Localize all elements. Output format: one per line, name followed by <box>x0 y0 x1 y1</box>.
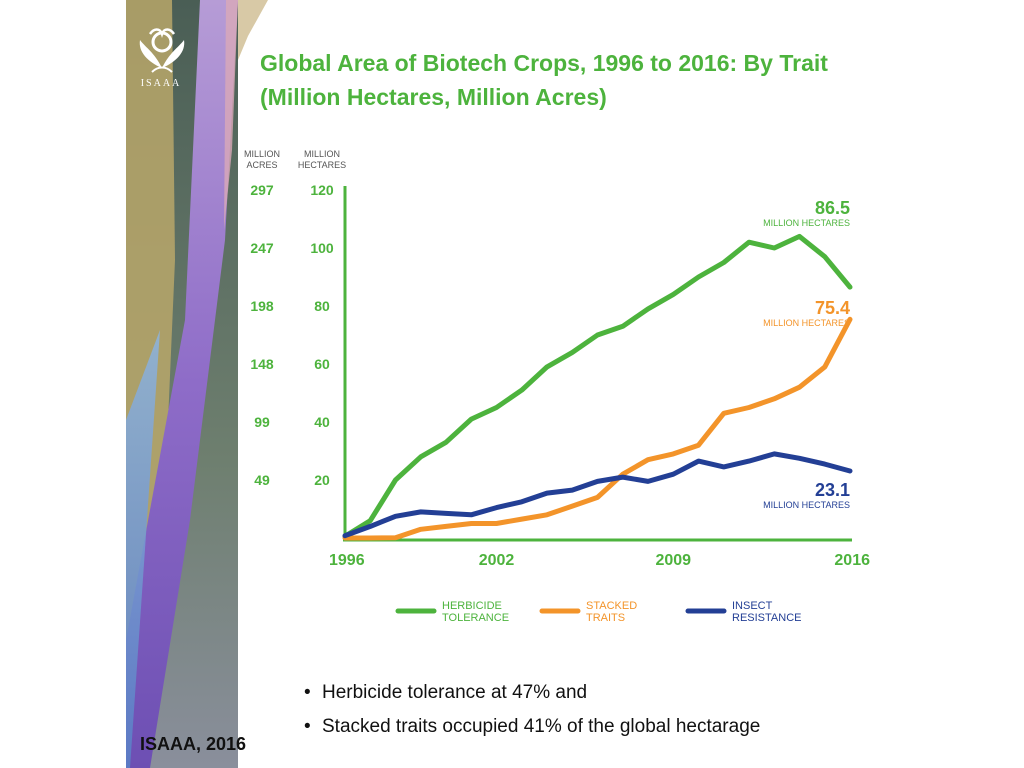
legend-label-line-1: HERBICIDE <box>442 600 502 612</box>
deco-beige-wedge <box>238 0 268 60</box>
x-tick-label: 2002 <box>479 552 515 569</box>
series-line-insect <box>342 451 853 539</box>
title-line-1: Global Area of Biotech Crops, 1996 to 20… <box>260 50 828 76</box>
deco-blue-band <box>126 330 160 768</box>
axis-headers: MILLION ACRES MILLION HECTARES <box>244 149 346 170</box>
legend-label-line-2: TOLERANCE <box>442 612 509 624</box>
acres-tick-label: 247 <box>250 240 274 256</box>
bullet-stacked: Stacked traits occupied 41% of the globa… <box>302 710 760 744</box>
y-tick-label: 80 <box>314 298 330 314</box>
legend-label-line-2: TRAITS <box>586 612 625 624</box>
title-line-2: (Million Hectares, Million Acres) <box>260 84 607 110</box>
hectares-header-line-1: MILLION <box>304 149 340 159</box>
slide-title: Global Area of Biotech Crops, 1996 to 20… <box>260 46 940 114</box>
legend-label-line-1: STACKED <box>586 600 637 612</box>
x-tick-label: 2009 <box>655 552 691 569</box>
y-tick-label: 120 <box>310 182 334 198</box>
x-tick-labels: 1996 2002 2009 2016 <box>329 552 870 569</box>
bullet-list: Herbicide tolerance at 47% and Stacked t… <box>302 676 760 744</box>
y-tick-labels: 20 40 60 80 100 120 <box>310 182 334 488</box>
logo-text: ISAAA <box>140 78 182 89</box>
end-value-label: 75.4 <box>815 298 850 318</box>
acres-tick-labels: 49 99 148 198 247 297 <box>250 182 274 488</box>
end-value-label: 86.5 <box>815 198 850 218</box>
end-unit-label: MILLION HECTARES <box>763 500 850 510</box>
bullet-herbicide: Herbicide tolerance at 47% and <box>302 676 760 710</box>
isaaa-logo <box>139 28 185 73</box>
acres-tick-label: 198 <box>250 298 274 314</box>
legend-label-line-1: INSECT <box>732 600 773 612</box>
series-line-stacked <box>342 316 853 541</box>
series-line-herbicide <box>342 233 853 539</box>
deco-purple-band <box>126 0 238 768</box>
acres-tick-label: 99 <box>254 414 270 430</box>
end-unit-label: MILLION HECTARES <box>763 218 850 228</box>
y-tick-label: 60 <box>314 356 330 372</box>
acres-header-line-2: ACRES <box>246 160 277 170</box>
hectares-header-line-2: HECTARES <box>298 160 346 170</box>
end-unit-label: MILLION HECTARES <box>763 318 850 328</box>
acres-header-line-1: MILLION <box>244 149 280 159</box>
deco-rose-strip <box>224 0 238 230</box>
acres-tick-label: 148 <box>250 356 274 372</box>
acres-tick-label: 297 <box>250 182 274 198</box>
y-tick-label: 100 <box>310 240 334 256</box>
x-tick-label: 1996 <box>329 552 365 569</box>
acres-tick-label: 49 <box>254 472 270 488</box>
x-tick-label: 2016 <box>834 552 870 569</box>
y-tick-label: 40 <box>314 414 330 430</box>
y-tick-label: 20 <box>314 472 330 488</box>
legend-label-line-2: RESISTANCE <box>732 612 801 624</box>
series-lines <box>342 233 853 541</box>
source-citation: ISAAA, 2016 <box>140 734 247 754</box>
end-value-label: 23.1 <box>815 480 850 500</box>
